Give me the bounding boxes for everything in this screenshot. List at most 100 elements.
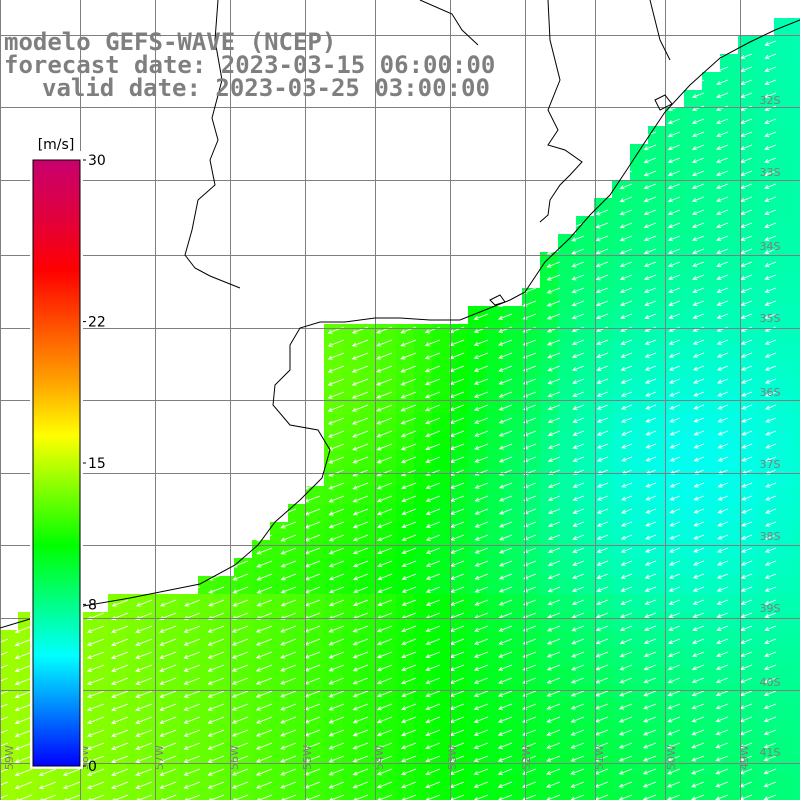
field-cell xyxy=(576,792,595,804)
model-title: modelo GEFS-WAVE (NCEP) xyxy=(4,28,337,56)
wind-arrow xyxy=(620,404,633,410)
field-cell xyxy=(486,414,505,433)
field-cell xyxy=(774,756,793,775)
field-cell xyxy=(612,414,631,433)
wind-arrow xyxy=(0,768,9,773)
wind-arrow xyxy=(740,625,753,631)
wind-arrow xyxy=(644,313,657,319)
wind-arrow xyxy=(621,482,633,488)
wind-arrow xyxy=(596,521,609,527)
wind-arrow xyxy=(693,417,705,423)
wind-arrow xyxy=(572,456,585,462)
wind-arrow xyxy=(571,352,585,359)
wind-arrow xyxy=(741,456,753,462)
field-cell xyxy=(414,648,433,667)
wind-arrow xyxy=(280,755,297,763)
field-cell xyxy=(630,252,649,271)
field-cell xyxy=(360,648,379,667)
field-cell xyxy=(774,144,793,163)
field-cell xyxy=(738,414,757,433)
field-cell xyxy=(450,558,469,577)
wind-arrow xyxy=(400,755,417,763)
field-cell xyxy=(558,504,577,523)
wind-arrow xyxy=(546,768,561,775)
field-cell xyxy=(720,180,739,199)
field-cell xyxy=(756,288,775,307)
wind-arrow xyxy=(376,443,393,451)
wind-arrow xyxy=(571,612,585,619)
field-cell xyxy=(594,306,613,325)
field-cell xyxy=(630,738,649,757)
wind-arrow xyxy=(377,547,393,555)
wind-arrow xyxy=(231,651,249,659)
wind-arrow xyxy=(328,599,345,607)
wind-arrow xyxy=(473,404,489,411)
field-cell xyxy=(540,288,559,307)
wind-arrow xyxy=(86,742,105,751)
field-cell xyxy=(666,702,685,721)
field-cell xyxy=(630,396,649,415)
wind-arrow xyxy=(619,300,633,307)
wind-arrow xyxy=(596,560,609,566)
wind-arrow xyxy=(764,209,777,215)
wind-arrow xyxy=(717,482,729,488)
wind-arrow xyxy=(619,274,633,281)
wind-arrow xyxy=(619,261,633,268)
field-cell xyxy=(450,648,469,667)
field-cell xyxy=(792,126,800,145)
field-cell xyxy=(720,216,739,235)
field-cell xyxy=(432,468,451,487)
field-cell xyxy=(414,360,433,379)
wind-arrow xyxy=(255,781,273,789)
wind-arrow xyxy=(620,365,633,371)
field-cell xyxy=(792,36,800,55)
wind-arrow xyxy=(596,365,609,371)
wind-arrow xyxy=(111,703,129,711)
wind-arrow xyxy=(547,612,561,619)
wind-arrow xyxy=(351,365,369,373)
field-cell xyxy=(792,756,800,775)
field-cell xyxy=(360,504,379,523)
field-cell xyxy=(702,630,721,649)
wind-arrow xyxy=(691,690,705,697)
wind-arrow xyxy=(547,404,561,411)
wind-arrow xyxy=(572,417,585,423)
land-border xyxy=(649,0,671,61)
wind-arrow xyxy=(668,326,681,332)
field-cell xyxy=(414,684,433,703)
wind-arrow xyxy=(691,651,705,658)
wind-arrow xyxy=(473,638,489,645)
wind-arrow xyxy=(376,417,393,425)
wind-arrow xyxy=(644,326,657,332)
field-cell xyxy=(720,684,739,703)
field-cell xyxy=(270,684,289,703)
field-cell xyxy=(522,756,541,775)
field-cell xyxy=(180,630,199,649)
field-cell xyxy=(702,738,721,757)
field-cell xyxy=(594,522,613,541)
field-cell xyxy=(756,252,775,271)
field-cell xyxy=(414,450,433,469)
field-cell xyxy=(522,702,541,721)
field-cell xyxy=(234,594,253,613)
field-cell xyxy=(630,702,649,721)
field-cell xyxy=(126,648,145,667)
wind-arrow xyxy=(716,248,729,255)
field-cell xyxy=(756,342,775,361)
wind-arrow xyxy=(741,521,753,527)
wind-arrow xyxy=(764,157,777,163)
wind-arrow xyxy=(474,430,489,437)
field-cell xyxy=(792,450,800,469)
field-cell xyxy=(306,792,325,804)
field-cell xyxy=(396,756,415,775)
wind-arrow xyxy=(400,391,417,399)
wind-arrow xyxy=(376,404,393,412)
field-cell xyxy=(792,360,800,379)
field-cell xyxy=(360,378,379,397)
wind-arrow xyxy=(401,482,417,490)
field-cell xyxy=(108,648,127,667)
latitude-label: 40S xyxy=(760,676,781,689)
field-cell xyxy=(558,630,577,649)
wind-arrow xyxy=(595,300,609,307)
field-cell xyxy=(774,324,793,343)
